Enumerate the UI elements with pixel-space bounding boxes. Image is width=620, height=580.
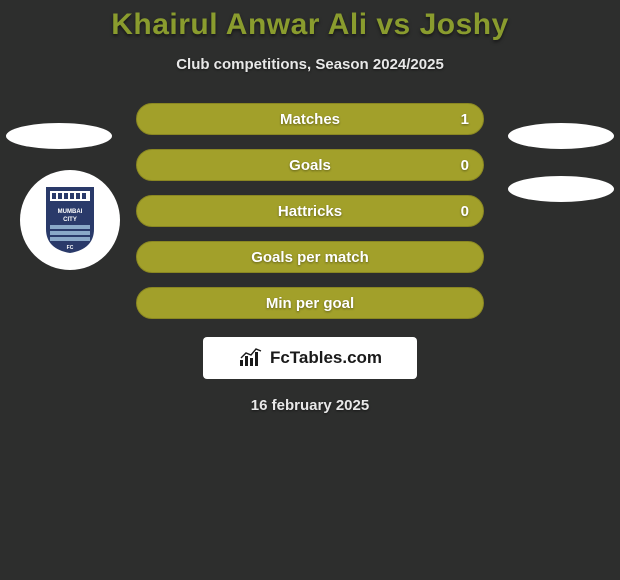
- stat-value: 0: [461, 157, 469, 174]
- stat-row: Matches 1: [136, 103, 484, 135]
- stat-row: Goals per match: [136, 241, 484, 273]
- brand-text: FcTables.com: [270, 348, 382, 368]
- svg-text:FC: FC: [67, 245, 74, 251]
- date-text: 16 february 2025: [0, 397, 620, 414]
- stat-row: Min per goal: [136, 287, 484, 319]
- stat-value: 0: [461, 203, 469, 220]
- club-crest: MUMBAI CITY FC: [20, 170, 120, 270]
- svg-text:CITY: CITY: [63, 217, 77, 223]
- stat-label: Matches: [280, 111, 340, 128]
- svg-text:MUMBAI: MUMBAI: [58, 209, 83, 215]
- page-title: Khairul Anwar Ali vs Joshy: [0, 0, 620, 42]
- stat-label: Goals: [289, 157, 331, 174]
- decorative-ellipse-left: [6, 123, 112, 149]
- stat-value: 1: [461, 111, 469, 128]
- shield-icon: MUMBAI CITY FC: [42, 185, 98, 255]
- stat-row: Goals 0: [136, 149, 484, 181]
- decorative-ellipse-right-top: [508, 123, 614, 149]
- decorative-ellipse-right-bottom: [508, 176, 614, 202]
- stat-label: Goals per match: [251, 249, 369, 266]
- brand-logo: FcTables.com: [203, 337, 417, 379]
- subtitle: Club competitions, Season 2024/2025: [0, 56, 620, 73]
- comparison-card: Khairul Anwar Ali vs Joshy Club competit…: [0, 0, 620, 580]
- stat-label: Min per goal: [266, 295, 354, 312]
- stat-label: Hattricks: [278, 203, 342, 220]
- bar-chart-icon: [238, 348, 264, 368]
- stat-row: Hattricks 0: [136, 195, 484, 227]
